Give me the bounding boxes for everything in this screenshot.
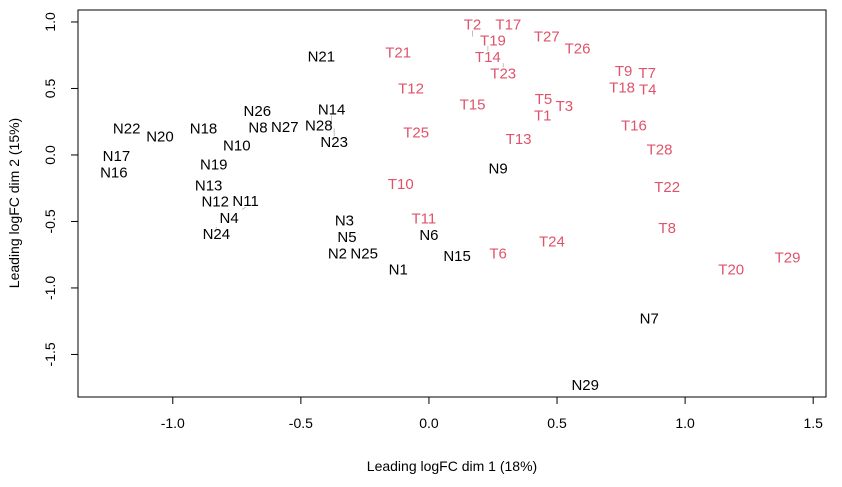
- point-label-t3: T3: [556, 98, 574, 115]
- x-axis-label: Leading logFC dim 1 (18%): [367, 458, 537, 474]
- point-label-n5: N5: [337, 229, 356, 246]
- point-label-t21: T21: [385, 45, 411, 62]
- point-label-t23: T23: [490, 65, 516, 82]
- point-label-n7: N7: [640, 311, 659, 328]
- point-label-t12: T12: [398, 80, 424, 97]
- point-label-n23: N23: [320, 134, 348, 151]
- point-label-t2: T2: [464, 17, 482, 34]
- point-label-t26: T26: [565, 41, 591, 58]
- point-label-t10: T10: [388, 176, 414, 193]
- point-label-t15: T15: [460, 96, 486, 113]
- point-label-t24: T24: [539, 233, 565, 250]
- point-label-n9: N9: [489, 160, 508, 177]
- plot-frame: [77, 9, 827, 398]
- point-label-t8: T8: [658, 220, 676, 237]
- y-tick-label: 0.0: [42, 145, 58, 165]
- point-label-n21: N21: [308, 49, 336, 66]
- point-label-n15: N15: [443, 248, 471, 265]
- point-label-n11: N11: [232, 193, 258, 210]
- y-tick-label: -0.5: [42, 209, 58, 233]
- point-label-n1: N1: [389, 261, 408, 278]
- y-tick-label: 0.5: [42, 79, 58, 99]
- point-label-n6: N6: [419, 227, 438, 244]
- point-label-n4: N4: [220, 210, 239, 227]
- point-label-n8: N8: [248, 119, 267, 136]
- y-tick-label: -1.5: [42, 342, 58, 366]
- point-label-t13: T13: [506, 131, 532, 148]
- point-label-t18: T18: [609, 79, 635, 96]
- y-tick-label: -1.0: [42, 276, 58, 300]
- leader-line: [241, 206, 246, 210]
- point-label-t11: T11: [411, 211, 436, 228]
- point-label-n28: N28: [305, 118, 333, 135]
- point-label-n17: N17: [103, 148, 131, 165]
- x-tick-label: 0.5: [547, 415, 567, 431]
- point-label-t16: T16: [621, 118, 647, 135]
- y-axis-label: Leading logFC dim 2 (15%): [6, 118, 22, 288]
- point-label-n20: N20: [146, 128, 174, 145]
- point-label-t5: T5: [535, 91, 553, 108]
- point-label-t19: T19: [480, 33, 506, 50]
- point-label-t25: T25: [403, 124, 429, 141]
- point-label-n14: N14: [318, 101, 346, 118]
- point-label-n13: N13: [195, 178, 223, 195]
- point-label-n29: N29: [571, 377, 599, 394]
- label-leader-lines: [215, 30, 504, 229]
- point-label-n10: N10: [223, 138, 251, 155]
- x-axis: -1.0 -0.5 0.0 0.5 1.0 1.5: [161, 396, 823, 431]
- point-label-n19: N19: [200, 156, 228, 173]
- point-label-n2: N2: [328, 245, 347, 262]
- x-tick-label: 1.0: [675, 415, 695, 431]
- x-tick-label: -0.5: [289, 415, 313, 431]
- point-label-n27: N27: [271, 119, 299, 136]
- point-label-t4: T4: [639, 81, 657, 98]
- point-label-t17: T17: [495, 16, 521, 33]
- point-label-n26: N26: [244, 103, 272, 120]
- x-tick-label: 1.5: [803, 415, 823, 431]
- point-label-t28: T28: [647, 142, 673, 159]
- point-label-t29: T29: [775, 249, 801, 266]
- point-label-n25: N25: [350, 245, 378, 262]
- y-tick-label: 1.0: [42, 12, 58, 32]
- y-axis: -1.5 -1.0 -0.5 0.0 0.5 1.0: [42, 12, 79, 367]
- point-label-t7: T7: [638, 65, 656, 82]
- point-label-t14: T14: [475, 49, 501, 66]
- point-label-n24: N24: [203, 226, 231, 243]
- point-label-t6: T6: [489, 245, 507, 262]
- point-label-t9: T9: [615, 63, 633, 80]
- point-label-n22: N22: [113, 120, 141, 137]
- point-label-n18: N18: [190, 120, 218, 137]
- x-tick-label: 0.0: [419, 415, 439, 431]
- point-label-n3: N3: [335, 213, 354, 230]
- point-label-t22: T22: [654, 179, 680, 196]
- point-label-t27: T27: [534, 29, 560, 46]
- x-tick-label: -1.0: [161, 415, 185, 431]
- point-label-t20: T20: [718, 261, 744, 278]
- point-label-n16: N16: [100, 164, 128, 181]
- point-label-t1: T1: [534, 107, 552, 124]
- point-label-n12: N12: [201, 194, 229, 211]
